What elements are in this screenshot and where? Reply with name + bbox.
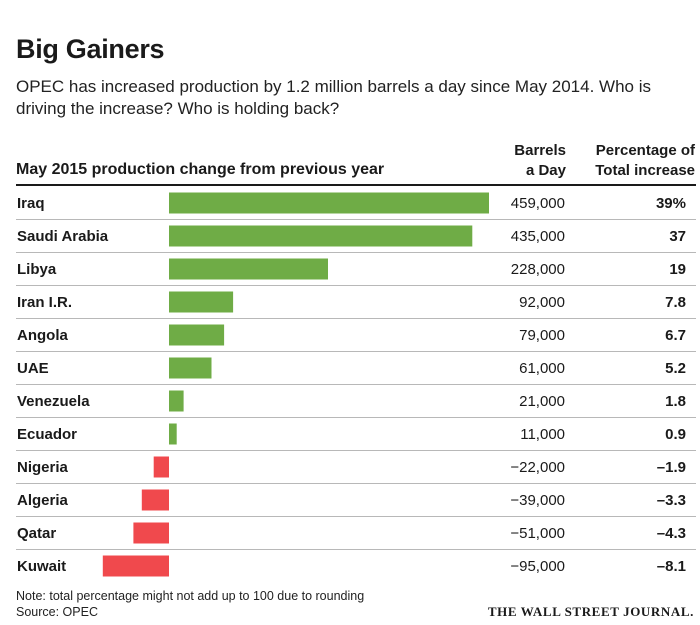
bar-iran-i-r [169, 291, 234, 313]
category-label-algeria: Algeria [17, 492, 69, 509]
percentage-label-libya: 19 [669, 261, 686, 278]
category-label-ecuador: Ecuador [17, 426, 77, 443]
value-label-iraq: 459,000 [511, 195, 565, 212]
bar-iraq [169, 192, 489, 214]
value-label-nigeria: −22,000 [510, 459, 565, 476]
bar-kuwait [102, 555, 169, 577]
category-label-saudi-arabia: Saudi Arabia [17, 228, 109, 245]
percentage-label-algeria: –3.3 [657, 492, 686, 509]
percentage-column-header: Percentage of Total increase [595, 141, 695, 181]
percentage-label-iran-i-r: 7.8 [665, 294, 686, 311]
value-label-angola: 79,000 [519, 327, 565, 344]
category-label-venezuela: Venezuela [17, 393, 90, 410]
value-label-libya: 228,000 [511, 261, 565, 278]
percentage-label-saudi-arabia: 37 [669, 228, 686, 245]
percentage-label-kuwait: –8.1 [657, 558, 686, 575]
chart-subtitle: OPEC has increased production by 1.2 mil… [16, 77, 651, 118]
percentage-label-qatar: –4.3 [657, 525, 686, 542]
category-label-libya: Libya [17, 261, 57, 278]
bar-saudi-arabia [169, 225, 473, 247]
bar-qatar [133, 522, 169, 544]
section-heading: May 2015 production change from previous… [16, 161, 385, 178]
publisher-logo: THE WALL STREET JOURNAL. [487, 604, 694, 619]
header-rule [16, 184, 696, 186]
source-text: Source: OPEC [16, 605, 98, 619]
category-label-angola: Angola [17, 327, 68, 344]
chart-title: Big Gainers [16, 34, 165, 64]
bar-algeria [141, 489, 169, 511]
percentage-label-uae: 5.2 [665, 360, 686, 377]
bar-angola [169, 324, 225, 346]
value-label-uae: 61,000 [519, 360, 565, 377]
value-label-algeria: −39,000 [510, 492, 565, 509]
bar-chart: Iraq 459,000 39% Saudi Arabia 435,000 37 Libya… [16, 192, 696, 577]
bar-uae [169, 357, 212, 379]
category-label-iraq: Iraq [17, 195, 45, 212]
footnote: Note: total percentage might not add up … [16, 588, 364, 620]
value-label-kuwait: −95,000 [510, 558, 565, 575]
barrels-column-header: Barrels a Day [514, 141, 566, 181]
bar-nigeria [153, 456, 169, 478]
category-label-iran-i-r: Iran I.R. [17, 294, 72, 311]
percentage-label-ecuador: 0.9 [665, 426, 686, 443]
value-label-ecuador: 11,000 [520, 426, 565, 443]
percentage-label-iraq: 39% [656, 195, 686, 212]
category-label-uae: UAE [17, 360, 49, 377]
percentage-label-venezuela: 1.8 [665, 393, 686, 410]
bar-libya [169, 258, 328, 280]
percentage-label-angola: 6.7 [665, 327, 686, 344]
value-label-saudi-arabia: 435,000 [511, 228, 565, 245]
percentage-header-line-1: Percentage of [595, 142, 695, 159]
barrels-header-line-2: a Day [525, 162, 566, 179]
bar-venezuela [169, 390, 184, 412]
bar-ecuador [169, 423, 177, 445]
category-label-nigeria: Nigeria [17, 459, 69, 476]
value-label-iran-i-r: 92,000 [519, 294, 565, 311]
barrels-header-line-1: Barrels [514, 142, 566, 159]
value-label-qatar: −51,000 [510, 525, 565, 542]
category-label-kuwait: Kuwait [17, 558, 66, 575]
percentage-label-nigeria: –1.9 [657, 459, 686, 476]
note-text: Note: total percentage might not add up … [16, 589, 365, 603]
category-label-qatar: Qatar [17, 525, 56, 542]
percentage-header-line-2: Total increase [595, 162, 695, 179]
value-label-venezuela: 21,000 [519, 393, 565, 410]
